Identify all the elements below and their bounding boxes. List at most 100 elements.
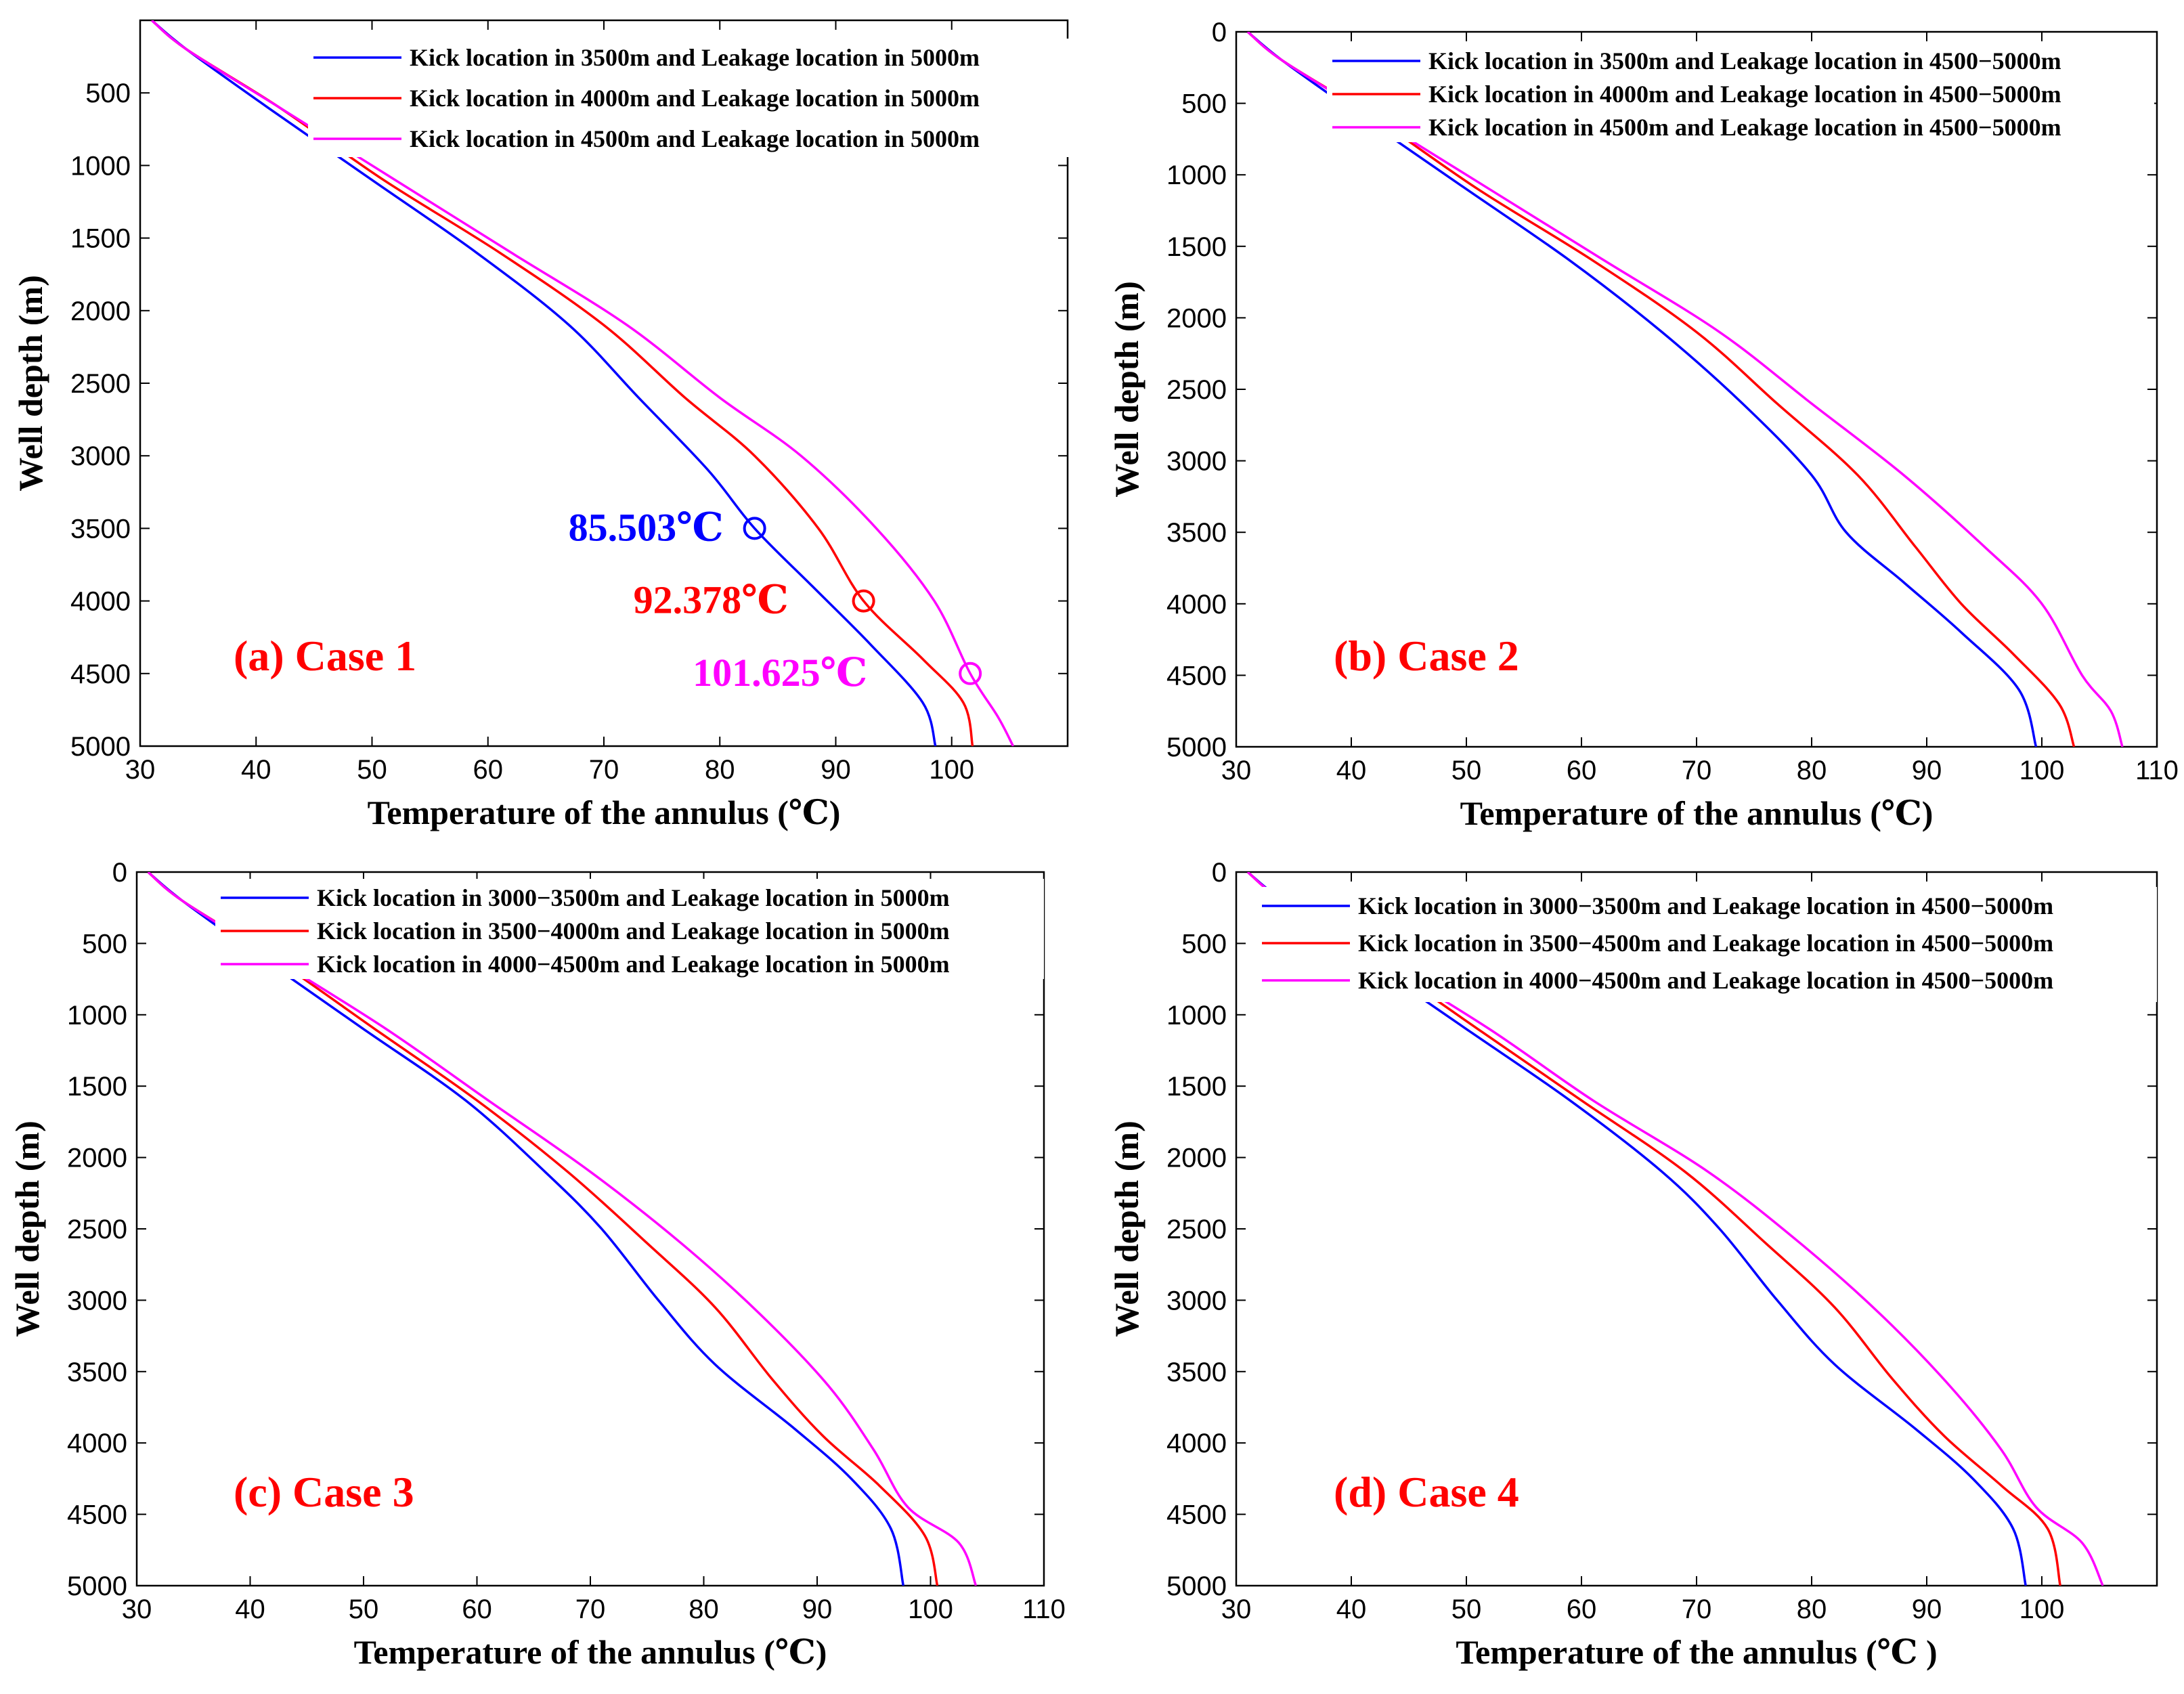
x-tick-label: 40 [235,1594,265,1624]
x-tick-label: 50 [357,755,387,785]
y-tick-label: 1500 [70,224,131,254]
panel-label: (a) Case 1 [234,632,416,680]
legend: Kick location in 3500m and Leakage locat… [308,39,1073,157]
y-tick-label: 2000 [67,1144,127,1173]
x-axis-title: Temperature of the annulus (℃ ) [1456,1633,1937,1671]
y-tick-label: 1000 [1166,1001,1227,1030]
y-axis-title: Well depth (m) [12,275,49,491]
y-tick-label: 1000 [1166,160,1227,190]
panel-label: (c) Case 3 [234,1468,414,1516]
y-tick-label: 3000 [70,441,131,471]
x-tick-label: 60 [1567,1594,1597,1624]
y-tick-label: 4000 [70,587,131,617]
legend-box [1257,887,2157,1002]
y-tick-label: 2500 [70,369,131,399]
x-axis-title: Temperature of the annulus (℃) [354,1633,827,1671]
x-tick-label: 30 [1221,1594,1252,1624]
y-tick-label: 3000 [67,1286,127,1316]
y-tick-label: 2500 [1166,375,1227,405]
y-tick-label: 1000 [70,151,131,181]
y-tick-label: 4000 [67,1429,127,1458]
x-tick-label: 60 [1567,756,1597,785]
y-tick-label: 2000 [70,297,131,326]
annotation-label: 85.503℃ [569,505,724,549]
x-tick-label: 100 [929,755,974,785]
y-tick-label: 3000 [1166,447,1227,477]
y-tick-label: 2500 [1166,1215,1227,1244]
y-tick-label: 4000 [1166,590,1227,620]
x-tick-label: 110 [2135,756,2179,785]
y-tick-label: 1500 [1166,1072,1227,1102]
legend: Kick location in 3000−3500m and Leakage … [215,879,1044,979]
y-tick-label: 0 [1212,18,1227,47]
legend-entry: Kick location in 4500m and Leakage locat… [1428,114,2061,141]
y-tick-label: 0 [112,858,127,888]
y-tick-label: 3500 [1166,518,1227,548]
x-tick-label: 100 [2019,756,2065,785]
legend-box [215,879,1044,979]
y-tick-label: 500 [85,79,131,108]
y-tick-label: 500 [82,929,127,959]
legend-entry: Kick location in 3500m and Leakage locat… [1428,47,2061,74]
x-axis-title: Temperature of the annulus (℃) [368,794,841,831]
x-tick-label: 90 [1912,1594,1942,1624]
legend: Kick location in 3000−3500m and Leakage … [1257,887,2157,1002]
y-tick-label: 3000 [1166,1286,1227,1316]
x-tick-label: 60 [462,1594,492,1624]
legend-box [1327,42,2154,142]
y-tick-label: 3500 [1166,1358,1227,1387]
x-tick-label: 40 [1336,1594,1367,1624]
x-tick-label: 70 [1682,1594,1712,1624]
y-axis-title: Well depth (m) [1108,281,1145,497]
panel-d: 30 40 50 60 70 80 90 10005001000150020002500300… [1108,858,2158,1671]
x-tick-label: 70 [589,755,619,785]
legend-entry: Kick location in 4000−4500m and Leakage … [317,951,950,978]
series-line-3 [150,20,1015,746]
y-tick-label: 2500 [67,1215,127,1244]
x-tick-label: 70 [1682,756,1712,785]
annotation-label: 92.378℃ [634,578,789,622]
annotation-marker [743,517,766,540]
panel-label: (b) Case 2 [1334,632,1519,680]
x-tick-label: 30 [1221,756,1252,785]
y-axis-title: Well depth (m) [1108,1121,1145,1337]
x-tick-label: 100 [2019,1594,2065,1624]
x-tick-label: 30 [122,1594,152,1624]
y-tick-label: 2000 [1166,1144,1227,1173]
legend-entry: Kick location in 3500−4000m and Leakage … [317,917,950,944]
legend-entry: Kick location in 3000−3500m and Leakage … [317,884,950,911]
y-tick-label: 500 [1181,929,1227,959]
legend-entry: Kick location in 4000−4500m and Leakage … [1358,967,2053,994]
y-tick-label: 5000 [1166,733,1227,762]
panel-b: 30 40 50 60 70 80 90 100 110 0 500 1000 1500 2000 2500… [1108,18,2179,832]
x-tick-label: 40 [241,755,271,785]
y-tick-label: 4500 [1166,661,1227,691]
legend-entry: Kick location in 3500m and Leakage locat… [410,44,980,71]
y-tick-label: 3500 [67,1358,127,1387]
series-line-1 [151,20,937,746]
x-tick-label: 60 [473,755,504,785]
legend-entry: Kick location in 4000m and Leakage locat… [1428,81,2061,108]
x-tick-label: 50 [1451,756,1482,785]
series-group [150,20,1015,746]
y-tick-label: 1500 [1166,232,1227,262]
y-tick-label: 4500 [67,1500,127,1530]
x-tick-label: 80 [705,755,735,785]
y-axis-title: Well depth (m) [8,1121,46,1337]
y-tick-label: 0 [1212,858,1227,888]
x-tick-label: 110 [1022,1594,1066,1624]
legend-entry: Kick location in 3500−4500m and Leakage … [1358,930,2053,957]
x-tick-label: 90 [821,755,851,785]
legend-entry: Kick location in 4500m and Leakage locat… [410,125,980,152]
y-tick-label: 5000 [70,732,131,762]
x-axis-title: Temperature of the annulus (℃) [1460,794,1934,832]
x-tick-label: 70 [575,1594,606,1624]
legend: Kick location in 3500m and Leakage locat… [1327,42,2154,142]
x-tick-label: 80 [1797,756,1827,785]
legend-box [308,39,1073,157]
y-tick-label: 4000 [1166,1429,1227,1458]
legend-entry: Kick location in 3000−3500m and Leakage … [1358,892,2053,919]
annotation-label: 101.625℃ [693,651,867,695]
annotation-marker [852,589,875,613]
